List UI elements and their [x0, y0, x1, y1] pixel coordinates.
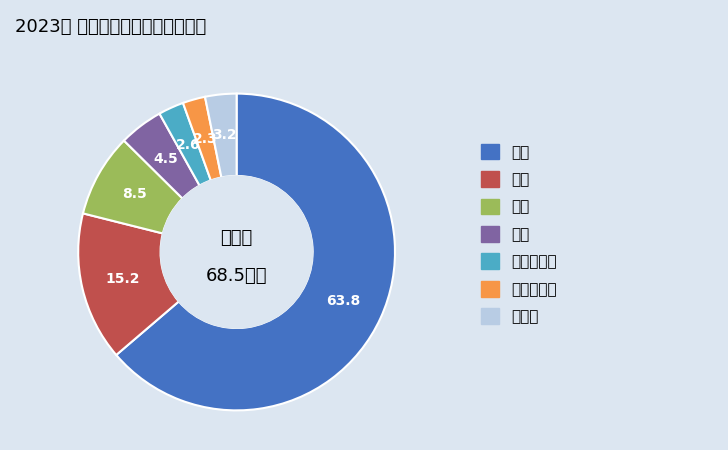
Wedge shape — [116, 94, 395, 410]
Wedge shape — [83, 140, 183, 234]
Text: 68.5億円: 68.5億円 — [206, 267, 267, 285]
Text: 15.2: 15.2 — [106, 272, 140, 286]
Text: 2.3: 2.3 — [193, 132, 217, 146]
Wedge shape — [124, 114, 199, 198]
Wedge shape — [205, 94, 237, 177]
Text: 総　額: 総 額 — [221, 229, 253, 247]
Circle shape — [161, 176, 312, 328]
Text: 3.2: 3.2 — [213, 128, 237, 142]
Text: 2.6: 2.6 — [175, 138, 200, 152]
Legend: 韓国, 台湾, 米国, タイ, マレーシア, フィリピン, その他: 韓国, 台湾, 米国, タイ, マレーシア, フィリピン, その他 — [480, 144, 557, 324]
Text: 2023年 輸出相手国のシェア（％）: 2023年 輸出相手国のシェア（％） — [15, 18, 206, 36]
Text: 4.5: 4.5 — [154, 152, 178, 166]
Text: 63.8: 63.8 — [326, 294, 360, 308]
Wedge shape — [78, 213, 179, 355]
Wedge shape — [183, 97, 221, 180]
Wedge shape — [159, 103, 211, 185]
Text: 8.5: 8.5 — [122, 188, 147, 202]
